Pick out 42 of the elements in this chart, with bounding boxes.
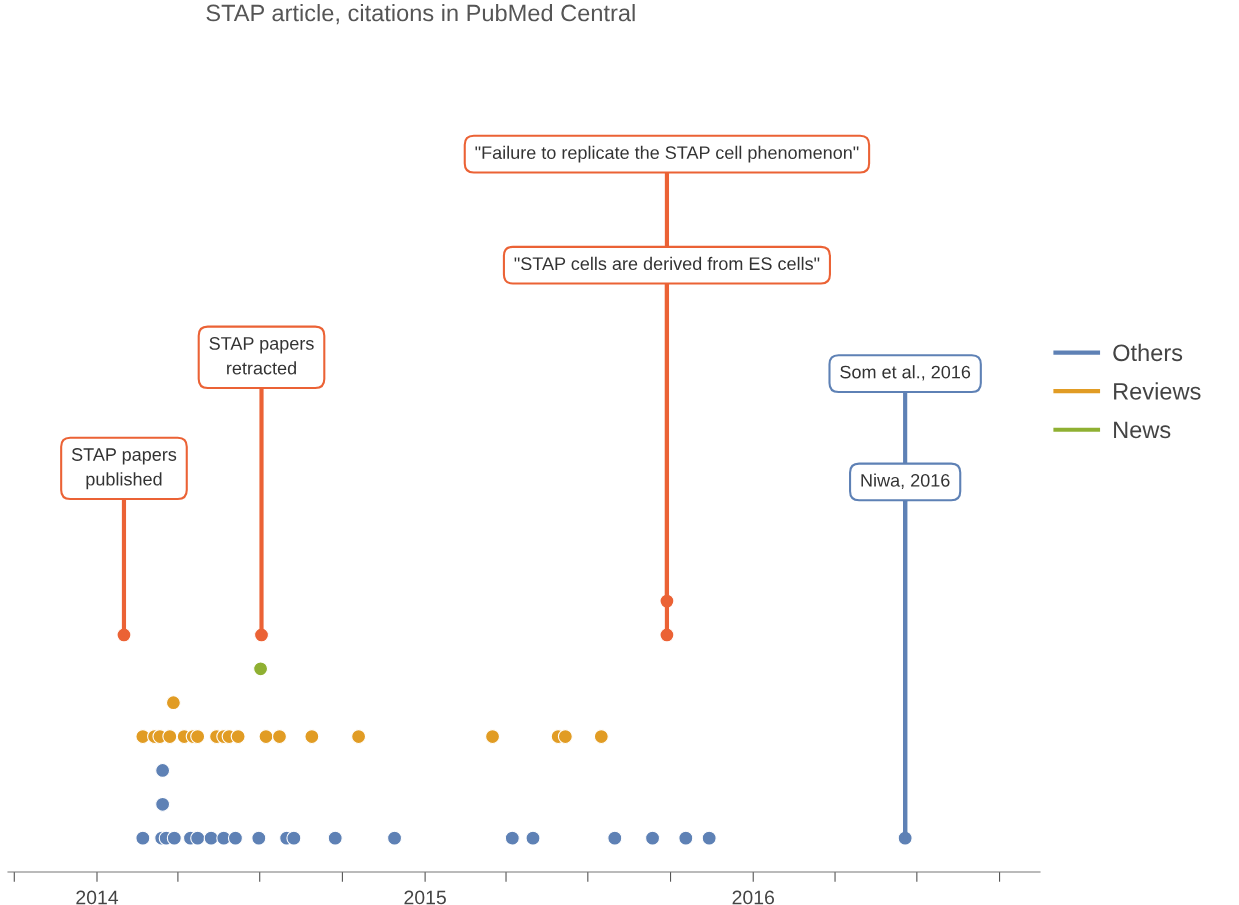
point — [190, 729, 206, 745]
point — [165, 695, 181, 711]
annotation: STAP papers retracted — [209, 337, 314, 375]
legend-label: News — [1114, 421, 1171, 439]
x-tick-label: 2016 — [732, 890, 775, 905]
point — [251, 830, 267, 846]
annotation: "Failure to replicate the STAP cell phenomenon" — [475, 145, 859, 163]
point — [557, 729, 573, 745]
point — [525, 830, 541, 846]
x-tick-label: 2014 — [76, 890, 119, 905]
point — [351, 729, 367, 745]
point — [203, 830, 219, 846]
point — [327, 830, 343, 846]
point — [166, 830, 182, 846]
annotation: Som et al., 2016 — [840, 365, 971, 381]
annotation: Niwa, 2016 — [861, 473, 950, 489]
point — [678, 830, 694, 846]
point — [607, 830, 623, 846]
chart-title: STAP article, citations in PubMed Central — [206, 4, 635, 25]
point — [387, 830, 403, 846]
annotation: "STAP cells are derived from ES cells" — [514, 256, 820, 271]
point — [593, 729, 609, 745]
point — [701, 830, 717, 846]
point — [155, 762, 171, 778]
point — [271, 729, 287, 745]
point — [253, 661, 269, 677]
point — [485, 729, 501, 745]
annotation: STAP papers published — [71, 448, 177, 490]
x-tick-label: 2015 — [404, 890, 446, 905]
point — [162, 729, 178, 745]
point — [645, 830, 661, 846]
point — [135, 830, 151, 846]
point — [258, 729, 274, 745]
point — [286, 830, 302, 846]
point — [504, 830, 520, 846]
point — [155, 796, 171, 812]
point — [230, 729, 246, 745]
point — [190, 830, 206, 846]
legend-label: Others — [1113, 343, 1183, 362]
point — [304, 729, 320, 745]
point — [227, 830, 243, 846]
legend-label: Reviews — [1114, 382, 1201, 400]
